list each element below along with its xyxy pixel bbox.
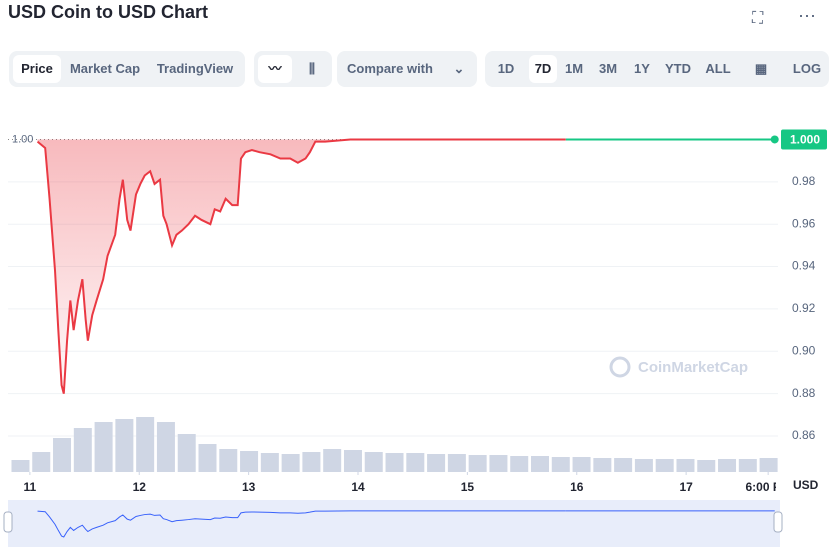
volume-bar (94, 422, 113, 472)
volume-bar (759, 458, 778, 472)
tab[interactable]: Price (13, 55, 61, 83)
navigator-handle[interactable] (3, 511, 13, 533)
price-line (36, 138, 566, 394)
volume-bar (240, 451, 259, 472)
watermark-logo (609, 356, 631, 378)
y-tick-label: 0.94 (792, 259, 816, 273)
volume-bar (260, 453, 279, 472)
x-tick-label: 12 (133, 480, 147, 494)
x-tick-label: 13 (242, 480, 256, 494)
navigator-handle[interactable] (773, 511, 783, 533)
volume-bar (655, 459, 674, 472)
volume-bar (302, 452, 321, 472)
price-badge-label: 1.000 (790, 133, 820, 147)
volume-bar (198, 444, 217, 472)
range-button[interactable]: 1D (497, 61, 515, 76)
y-tick-label: 0.86 (792, 428, 816, 442)
range-button[interactable]: ALL (705, 61, 731, 76)
title: USD Coin to USD Chart (8, 2, 208, 22)
volume-bar (136, 417, 155, 472)
tab-group: Price Market Cap TradingView (9, 51, 245, 87)
volume-bar (676, 459, 695, 472)
x-tick-label: 6:00 PM (745, 480, 790, 494)
compare-label: Compare with (347, 61, 433, 76)
reference-label: 1.00 (12, 133, 33, 145)
log-button[interactable]: LOG (792, 61, 822, 76)
chevron: ⌄ (453, 61, 465, 76)
volume-bar (219, 449, 238, 472)
x-tick-label: 11 (24, 480, 37, 494)
line-button[interactable]: 〰 (258, 55, 292, 83)
range-button[interactable]: 3M (598, 61, 618, 76)
volume-bar (697, 460, 716, 472)
volume-bar (11, 460, 30, 472)
calendar-button[interactable]: ▦ (754, 61, 768, 76)
volume-bar (531, 456, 549, 472)
y-tick-label: 0.96 (792, 216, 816, 230)
volume-bar (718, 459, 737, 472)
volume-bar (406, 453, 425, 472)
range-button[interactable]: 1Y (634, 61, 650, 76)
volume-bar (364, 452, 383, 472)
volume-bar (156, 422, 175, 472)
volume-bar (343, 450, 362, 472)
tab[interactable]: Market Cap (69, 61, 141, 76)
tab[interactable]: TradingView (156, 61, 234, 76)
volume-bar (447, 454, 466, 472)
price-badge (781, 129, 827, 150)
volume-bar (427, 454, 446, 472)
volume-bar (572, 457, 591, 472)
navigator-bg (8, 500, 780, 547)
navigator-line (37, 510, 566, 538)
volume-bar (177, 434, 196, 472)
range-button[interactable]: 1M (564, 61, 584, 76)
x-tick-label: 15 (461, 480, 475, 494)
volume-bar (385, 453, 404, 472)
volume-bar (468, 455, 487, 472)
volume-bar (614, 458, 633, 472)
x-tick-label: 16 (570, 480, 584, 494)
compare-dropdown[interactable]: Compare with ⌄ (337, 51, 477, 87)
chart-type-group: 〰 ⫼ (254, 51, 332, 87)
volume-bar (738, 459, 757, 472)
volume-bar (115, 419, 134, 472)
y-tick-label: 0.90 (792, 343, 816, 357)
volume-bar (489, 455, 508, 472)
more-button[interactable]: ⋯ (798, 6, 816, 26)
range-group: ▦ LOG 1D 7D 1M 3M 1Y YTD ALL (485, 51, 829, 87)
x-tick-label: 14 (351, 480, 365, 494)
volume-bar (53, 438, 72, 472)
area (37, 139, 566, 394)
fullscreen-button[interactable]: ⛶ (752, 10, 764, 27)
volume-bar (281, 454, 300, 472)
volume-bar (510, 456, 529, 472)
y-tick-label: 0.92 (792, 301, 816, 315)
watermark: CoinMarketCap (638, 359, 748, 376)
volume-bar (593, 458, 612, 472)
volume-bar (32, 452, 51, 472)
range-button[interactable]: YTD (665, 61, 691, 76)
y-tick-label: 0.88 (792, 386, 816, 400)
volume-bar (73, 428, 92, 472)
range-button[interactable]: 7D (529, 55, 557, 83)
volume-bar (634, 459, 653, 472)
y-axis-label: USD (793, 478, 819, 492)
x-tick-label: 17 (679, 480, 693, 494)
candle-button[interactable]: ⫼ (309, 61, 315, 76)
y-tick-label: 0.98 (792, 174, 816, 188)
volume-bar (551, 457, 570, 472)
last-point (770, 135, 779, 144)
volume-bar (323, 449, 342, 472)
